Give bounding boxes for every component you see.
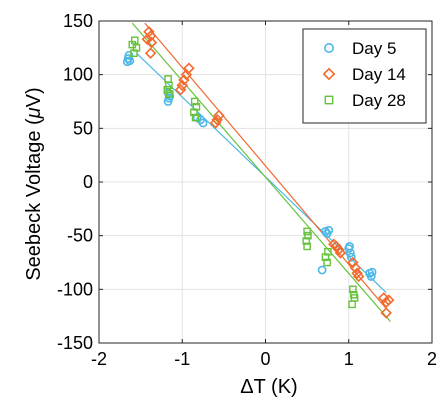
- y-tick-label: -100: [57, 279, 93, 299]
- data-point-circle: [317, 265, 327, 275]
- y-tick-label: -50: [67, 226, 93, 246]
- axis-ticks: [98, 20, 433, 344]
- data-point-square: [303, 227, 311, 236]
- y-tick-label: 50: [73, 118, 93, 138]
- data-point-square: [321, 253, 330, 261]
- data-point-diamond: [213, 109, 225, 122]
- data-point-square: [130, 36, 139, 45]
- data-point-diamond: [353, 270, 365, 283]
- data-point-square: [165, 90, 174, 98]
- legend-entry: Day 5: [323, 39, 396, 58]
- data-point-diamond: [183, 62, 195, 74]
- legend-label: Day 5: [352, 39, 396, 58]
- fit-line-square: [131, 22, 391, 322]
- data-point-circle: [367, 267, 377, 277]
- data-point-square: [348, 300, 356, 309]
- data-point-square: [190, 97, 199, 106]
- y-tick-label: -150: [57, 333, 93, 353]
- data-point-diamond: [145, 36, 158, 49]
- legend-marker-square: [324, 95, 334, 105]
- data-point-square: [191, 113, 200, 122]
- data-point-diamond: [351, 267, 363, 279]
- legend: Day 5 Day 14 Day 28: [302, 28, 427, 124]
- x-axis-label: ΔT (K): [240, 376, 297, 398]
- data-point-circle: [366, 272, 376, 281]
- legend-label: Day 28: [352, 91, 406, 110]
- y-axis-label: Seebeck Voltage (μV): [23, 87, 45, 280]
- data-point-square: [190, 108, 198, 117]
- x-tick-label: 2: [427, 349, 437, 369]
- data-point-diamond: [333, 243, 345, 256]
- data-point-diamond: [380, 296, 392, 308]
- data-point-circle: [125, 56, 135, 66]
- data-point-circle: [124, 50, 134, 60]
- x-tick-label: 1: [344, 349, 354, 369]
- data-point-diamond: [176, 79, 188, 92]
- legend-marker-diamond: [322, 67, 336, 81]
- x-tick-label: 0: [260, 349, 270, 369]
- y-tick-label: 0: [83, 172, 93, 192]
- data-point-circle: [324, 225, 334, 235]
- x-tick-label: -2: [91, 349, 107, 369]
- data-point-square: [302, 237, 311, 245]
- data-point-circle: [345, 241, 354, 251]
- x-tick-label: -1: [174, 349, 190, 369]
- data-point-diamond: [382, 294, 395, 306]
- tick-labels: -2 -1 0 1 2 -150 -100 -50 0 50 100 150: [57, 11, 437, 369]
- data-point-square: [323, 258, 331, 267]
- data-point-square: [303, 242, 311, 251]
- data-point-square: [130, 49, 138, 57]
- data-point-square: [304, 231, 312, 240]
- data-point-square: [349, 285, 357, 294]
- y-tick-label: 100: [63, 65, 93, 85]
- data-point-circle: [346, 252, 356, 262]
- data-point-square: [165, 81, 173, 90]
- data-points: [122, 26, 395, 319]
- legend-label: Day 14: [352, 65, 406, 84]
- data-point-diamond: [144, 47, 157, 59]
- data-point-diamond: [334, 247, 347, 259]
- data-point-diamond: [347, 256, 359, 269]
- y-tick-label: 150: [63, 11, 93, 31]
- legend-entry: Day 28: [324, 91, 406, 110]
- legend-entry: Day 14: [322, 65, 406, 84]
- data-point-diamond: [178, 74, 190, 86]
- data-point-diamond: [328, 238, 340, 250]
- data-point-diamond: [209, 117, 222, 129]
- legend-box: [302, 28, 427, 124]
- data-point-diamond: [174, 83, 187, 96]
- data-point-diamond: [380, 307, 392, 319]
- legend-marker-circle: [323, 42, 334, 53]
